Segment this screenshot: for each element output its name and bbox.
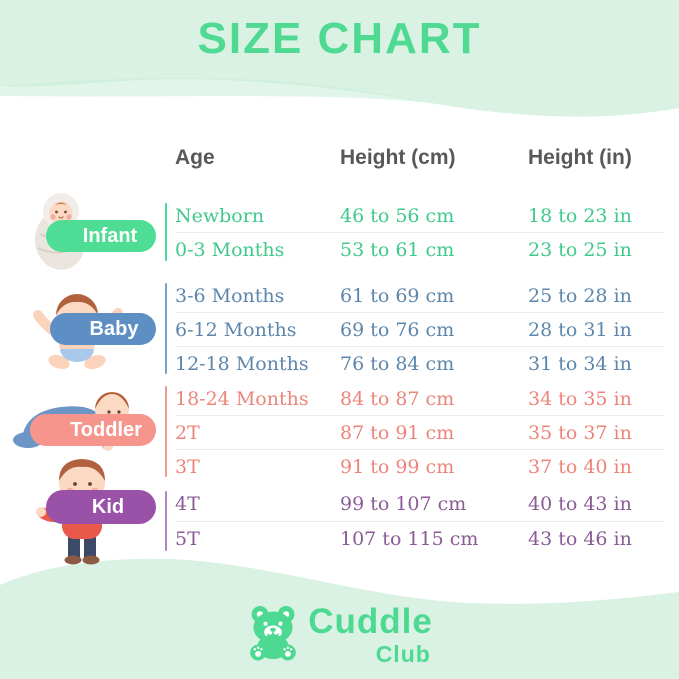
- kid-group-badge: Kid: [46, 490, 156, 524]
- size-row: 12-18 Months 76 to 84 cm 31 to 34 in: [175, 346, 665, 380]
- toddler-group-divider: [165, 386, 167, 477]
- age-cell: 3T: [175, 455, 200, 478]
- size-row: 3-6 Months 61 to 69 cm 25 to 28 in: [175, 279, 665, 312]
- size-row: Newborn 46 to 56 cm 18 to 23 in: [175, 199, 665, 232]
- height-in-cell: 25 to 28 in: [528, 284, 632, 307]
- page-title: SIZE CHART: [197, 14, 482, 63]
- age-cell: 12-18 Months: [175, 352, 309, 375]
- baby-rows: 3-6 Months 61 to 69 cm 25 to 28 in 6-12 …: [175, 279, 665, 380]
- infant-rows: Newborn 46 to 56 cm 18 to 23 in 0-3 Mont…: [175, 199, 665, 266]
- infant-group-divider: [165, 203, 167, 261]
- size-row: 0-3 Months 53 to 61 cm 23 to 25 in: [175, 232, 665, 266]
- height-in-cell: 40 to 43 in: [528, 493, 632, 515]
- size-row: 6-12 Months 69 to 76 cm 28 to 31 in: [175, 312, 665, 346]
- kid-rows: 4T 99 to 107 cm 40 to 43 in 5T 107 to 11…: [175, 487, 665, 556]
- height-in-cell: 37 to 40 in: [528, 455, 632, 478]
- height-cm-cell: 84 to 87 cm: [340, 387, 455, 410]
- size-row: 2T 87 to 91 cm 35 to 37 in: [175, 415, 665, 449]
- height-cm-cell: 107 to 115 cm: [340, 528, 479, 550]
- size-row: 4T 99 to 107 cm 40 to 43 in: [175, 487, 665, 521]
- brand-name-sub: Club: [375, 641, 431, 667]
- age-cell: 3-6 Months: [175, 284, 285, 307]
- height-cm-cell: 99 to 107 cm: [340, 493, 467, 515]
- height-in-cell: 35 to 37 in: [528, 421, 632, 444]
- infant-group-badge: Infant: [46, 220, 156, 252]
- age-cell: 18-24 Months: [175, 387, 309, 410]
- height-cm-cell: 46 to 56 cm: [340, 204, 455, 227]
- height-cm-cell: 91 to 99 cm: [340, 455, 455, 478]
- baby-group-divider: [165, 283, 167, 374]
- age-cell: 5T: [175, 528, 200, 550]
- teddy-bear-icon: [250, 606, 296, 661]
- height-cm-cell: 76 to 84 cm: [340, 352, 455, 375]
- height-in-cell: 31 to 34 in: [528, 352, 632, 375]
- height-cm-cell: 53 to 61 cm: [340, 238, 455, 261]
- height-cm-cell: 87 to 91 cm: [340, 421, 455, 444]
- column-header-height-in: Height (in): [528, 146, 632, 169]
- baby-group-badge: Baby: [50, 313, 156, 345]
- height-in-cell: 18 to 23 in: [528, 204, 632, 227]
- size-row: 5T 107 to 115 cm 43 to 46 in: [175, 521, 665, 556]
- column-header-age: Age: [175, 146, 215, 169]
- height-cm-cell: 61 to 69 cm: [340, 284, 455, 307]
- kid-group-divider: [165, 491, 167, 551]
- height-in-cell: 28 to 31 in: [528, 318, 632, 341]
- height-cm-cell: 69 to 76 cm: [340, 318, 455, 341]
- age-cell: 6-12 Months: [175, 318, 297, 341]
- size-row: 18-24 Months 84 to 87 cm 34 to 35 in: [175, 382, 665, 415]
- age-cell: Newborn: [175, 204, 265, 227]
- size-row: 3T 91 to 99 cm 37 to 40 in: [175, 449, 665, 483]
- brand-logo: Cuddle Club: [0, 602, 679, 666]
- column-header-height-cm: Height (cm): [340, 146, 456, 169]
- toddler-rows: 18-24 Months 84 to 87 cm 34 to 35 in 2T …: [175, 382, 665, 483]
- toddler-group-badge: Toddler: [30, 414, 156, 446]
- height-in-cell: 23 to 25 in: [528, 238, 632, 261]
- age-cell: 2T: [175, 421, 200, 444]
- height-in-cell: 34 to 35 in: [528, 387, 632, 410]
- age-cell: 0-3 Months: [175, 238, 285, 261]
- brand-name: Cuddle Club: [308, 602, 433, 666]
- brand-name-main: Cuddle: [308, 602, 433, 641]
- age-cell: 4T: [175, 493, 200, 515]
- height-in-cell: 43 to 46 in: [528, 528, 632, 550]
